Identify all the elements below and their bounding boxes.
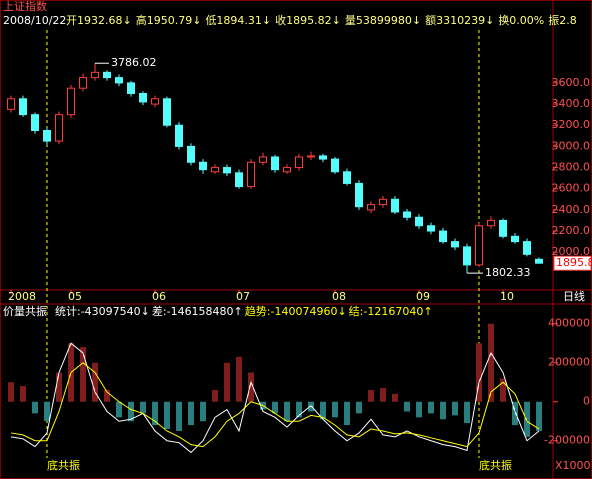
y-tick-label: 2800.0	[552, 161, 591, 174]
candle-body	[115, 77, 123, 84]
candle-body	[259, 156, 267, 163]
indicator-line	[10, 362, 540, 448]
candle-body	[451, 241, 459, 248]
candle-body	[79, 77, 87, 89]
legend-entry: 结:-12167040↑	[349, 305, 433, 318]
signal-label: 底共振	[479, 458, 512, 472]
candle-body	[319, 155, 327, 160]
y-tick-label: 3000.0	[552, 139, 591, 152]
candle-body	[367, 204, 375, 211]
quote-info: 换0.00%	[498, 13, 544, 27]
quote-info: 量53899980↓	[345, 14, 421, 27]
candle-body	[211, 167, 219, 173]
candle-body	[379, 198, 387, 206]
y-tick-label: 200000	[548, 356, 590, 369]
last-price-box	[553, 255, 592, 271]
candle-body	[223, 167, 231, 174]
candle-body	[55, 114, 63, 142]
candle-body	[283, 167, 291, 173]
candle-body	[199, 161, 207, 171]
candle-body	[7, 98, 15, 110]
candle-body	[487, 219, 495, 227]
candle-body	[511, 235, 519, 243]
y-tick-label: 3400.0	[552, 97, 591, 110]
y-tick-label: 3600.0	[552, 76, 591, 89]
quote-info: 振2.8	[548, 13, 577, 27]
candle-body	[175, 124, 183, 147]
legend-entry: 趋势:-140074960↓	[245, 305, 347, 318]
candle-body	[475, 225, 483, 266]
candle-body	[91, 71, 99, 79]
indicator-line	[10, 342, 540, 454]
unit-label: X1000	[555, 459, 591, 472]
candle-body	[523, 241, 531, 255]
date: 2008/10/22	[3, 14, 66, 27]
candle-body	[427, 225, 435, 232]
candle-body	[499, 219, 507, 237]
y-tick-label: 2200.0	[552, 224, 591, 237]
candle-body	[247, 161, 255, 188]
candle-body	[415, 216, 423, 227]
candle-body	[391, 198, 399, 213]
candle-body	[343, 171, 351, 184]
y-tick-label: -200000	[544, 434, 590, 447]
y-tick-label: 0	[583, 395, 590, 408]
quote-info: 高1950.79↓	[136, 13, 202, 27]
candle-body	[19, 98, 27, 116]
y-tick-label: 2400.0	[552, 203, 591, 216]
candle-body	[355, 182, 363, 208]
x-tick-label: 07	[236, 290, 250, 303]
candle-body	[187, 145, 195, 163]
quote-info: 低1894.31↓	[205, 14, 271, 27]
quote-info: 收1895.82↓	[275, 13, 341, 27]
candle-body	[307, 155, 315, 158]
candle-body	[295, 156, 303, 169]
candle-body	[463, 246, 471, 266]
min-label: 1802.33	[485, 266, 531, 279]
last-price-label: 1895.8	[556, 256, 592, 269]
candle-body	[127, 82, 135, 94]
max-label: 3786.02	[111, 56, 157, 69]
candle-body	[235, 172, 243, 188]
x-tick-label: 06	[152, 290, 166, 303]
candle-body	[439, 230, 447, 243]
y-tick-label: 400000	[548, 317, 590, 330]
legend-entry: 差:-146158480↑	[152, 304, 243, 318]
candle-body	[151, 98, 159, 105]
candle-body	[535, 258, 543, 264]
x-tick-label: 05	[68, 290, 82, 303]
candle-body	[331, 158, 339, 173]
y-tick-label: 2000.0	[552, 245, 591, 258]
x-tick-label: 09	[416, 290, 430, 303]
candle-body	[271, 156, 279, 171]
chart-title: 上证指数	[3, 0, 47, 13]
panel-title: 价量共振	[3, 304, 47, 318]
candle-body	[139, 92, 147, 103]
x-tick-label: 10	[500, 290, 514, 303]
candle-body	[43, 130, 51, 142]
candle-body	[103, 71, 111, 79]
y-tick-label: 3200.0	[552, 118, 591, 131]
candle-body	[403, 211, 411, 218]
candle-body	[163, 98, 171, 126]
x-tick-label: 08	[332, 290, 346, 303]
quote-info: 开1932.68↓	[66, 14, 132, 27]
period: 日线	[563, 289, 585, 303]
candle-body	[31, 114, 39, 132]
quote-info: 额3310239↓	[425, 14, 494, 27]
legend-entry: 统计:-43097540↓	[55, 305, 150, 318]
candle-body	[67, 87, 75, 116]
y-tick-label: 2600.0	[552, 182, 591, 195]
x-tick-label: 2008	[8, 290, 36, 303]
signal-label: 底共振	[47, 458, 80, 472]
